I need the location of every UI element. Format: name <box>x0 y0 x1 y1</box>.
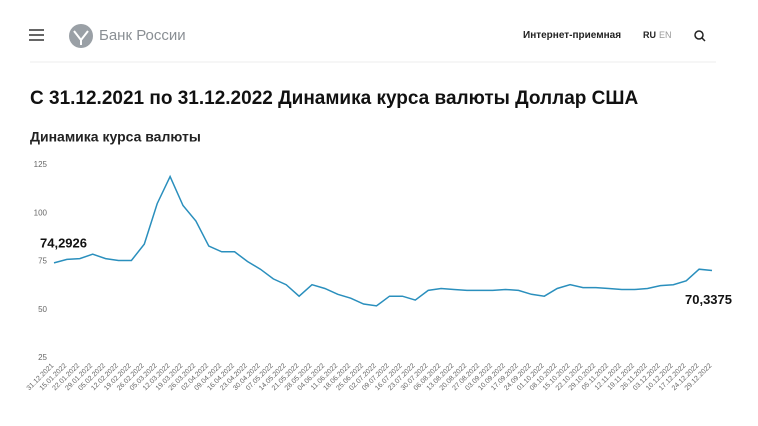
y-tick-label: 125 <box>34 160 48 169</box>
y-tick-label: 50 <box>38 305 47 314</box>
chart-title: Динамика курса валюты <box>30 129 201 145</box>
logo-emblem <box>73 30 89 45</box>
header <box>29 24 716 63</box>
y-tick-label: 100 <box>34 208 48 217</box>
value-label: 70,3375 <box>685 292 732 307</box>
y-tick-label: 25 <box>38 353 47 362</box>
menu-button[interactable] <box>29 29 44 41</box>
reception-link[interactable]: Интернет-приемная <box>523 30 622 41</box>
search-icon-handle <box>701 37 706 42</box>
line-series <box>53 174 713 307</box>
value-label: 74,2926 <box>40 235 87 250</box>
lang-ru[interactable]: RU <box>643 30 656 40</box>
chart: Динамика курса валюты 25507510012531.12.… <box>26 129 732 392</box>
page-heading: С 31.12.2021 по 31.12.2022 Динамика курс… <box>30 88 639 109</box>
brand[interactable]: Банк России <box>99 27 186 44</box>
logo[interactable] <box>69 24 93 48</box>
search-icon[interactable] <box>694 30 704 40</box>
lang-en[interactable]: EN <box>659 30 672 40</box>
y-tick-label: 75 <box>38 257 47 266</box>
